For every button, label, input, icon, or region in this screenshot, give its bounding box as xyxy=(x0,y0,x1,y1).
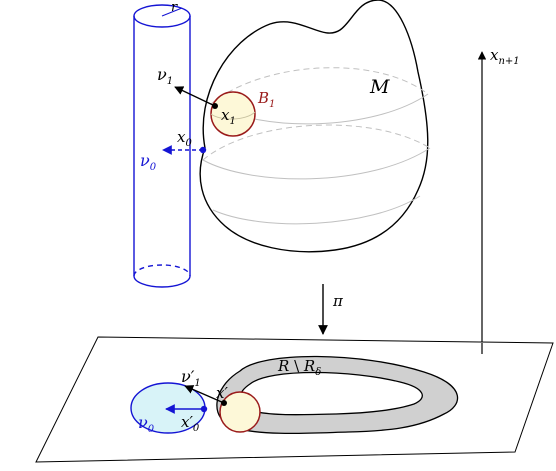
label-nu0: ν0 xyxy=(140,151,157,173)
point-x1 xyxy=(212,103,218,109)
label-annulus: R \ Rδ xyxy=(277,357,321,378)
latitude-lower-back xyxy=(202,124,431,161)
label-nu1: ν1 xyxy=(157,65,173,87)
ball-B1 xyxy=(210,91,256,137)
projected-ball xyxy=(219,391,261,433)
label-x0p: x′0 xyxy=(181,413,200,434)
point-x0p xyxy=(200,405,208,413)
point-x0 xyxy=(199,146,207,154)
label-x1: x1 xyxy=(221,106,236,127)
label-nu0p: ν0 xyxy=(138,413,155,435)
label-x0: x0 xyxy=(177,128,192,149)
surface-M xyxy=(199,0,429,253)
cylinder-bottom-front xyxy=(133,275,191,288)
label-nu1p: ν′1 xyxy=(181,367,201,389)
radius-segment xyxy=(161,7,183,17)
latitude-upper-back xyxy=(210,67,429,105)
latitude-bottom-front xyxy=(212,195,421,225)
normal-nu1-arrow xyxy=(174,86,216,107)
label-pi: π xyxy=(332,292,344,310)
label-r: r xyxy=(171,0,178,15)
label-xp: x′ xyxy=(216,384,228,402)
hyperplane xyxy=(35,336,554,463)
ball-B1-equator xyxy=(210,111,256,120)
latitude-lower-front xyxy=(202,147,431,180)
label-M: M xyxy=(369,76,390,98)
label-xn1: xn+1 xyxy=(490,46,520,67)
normal-nu1p-arrow xyxy=(184,385,225,404)
cylinder-bottom-back xyxy=(133,264,191,277)
label-B1: B1 xyxy=(257,89,275,110)
point-xp xyxy=(221,400,227,406)
